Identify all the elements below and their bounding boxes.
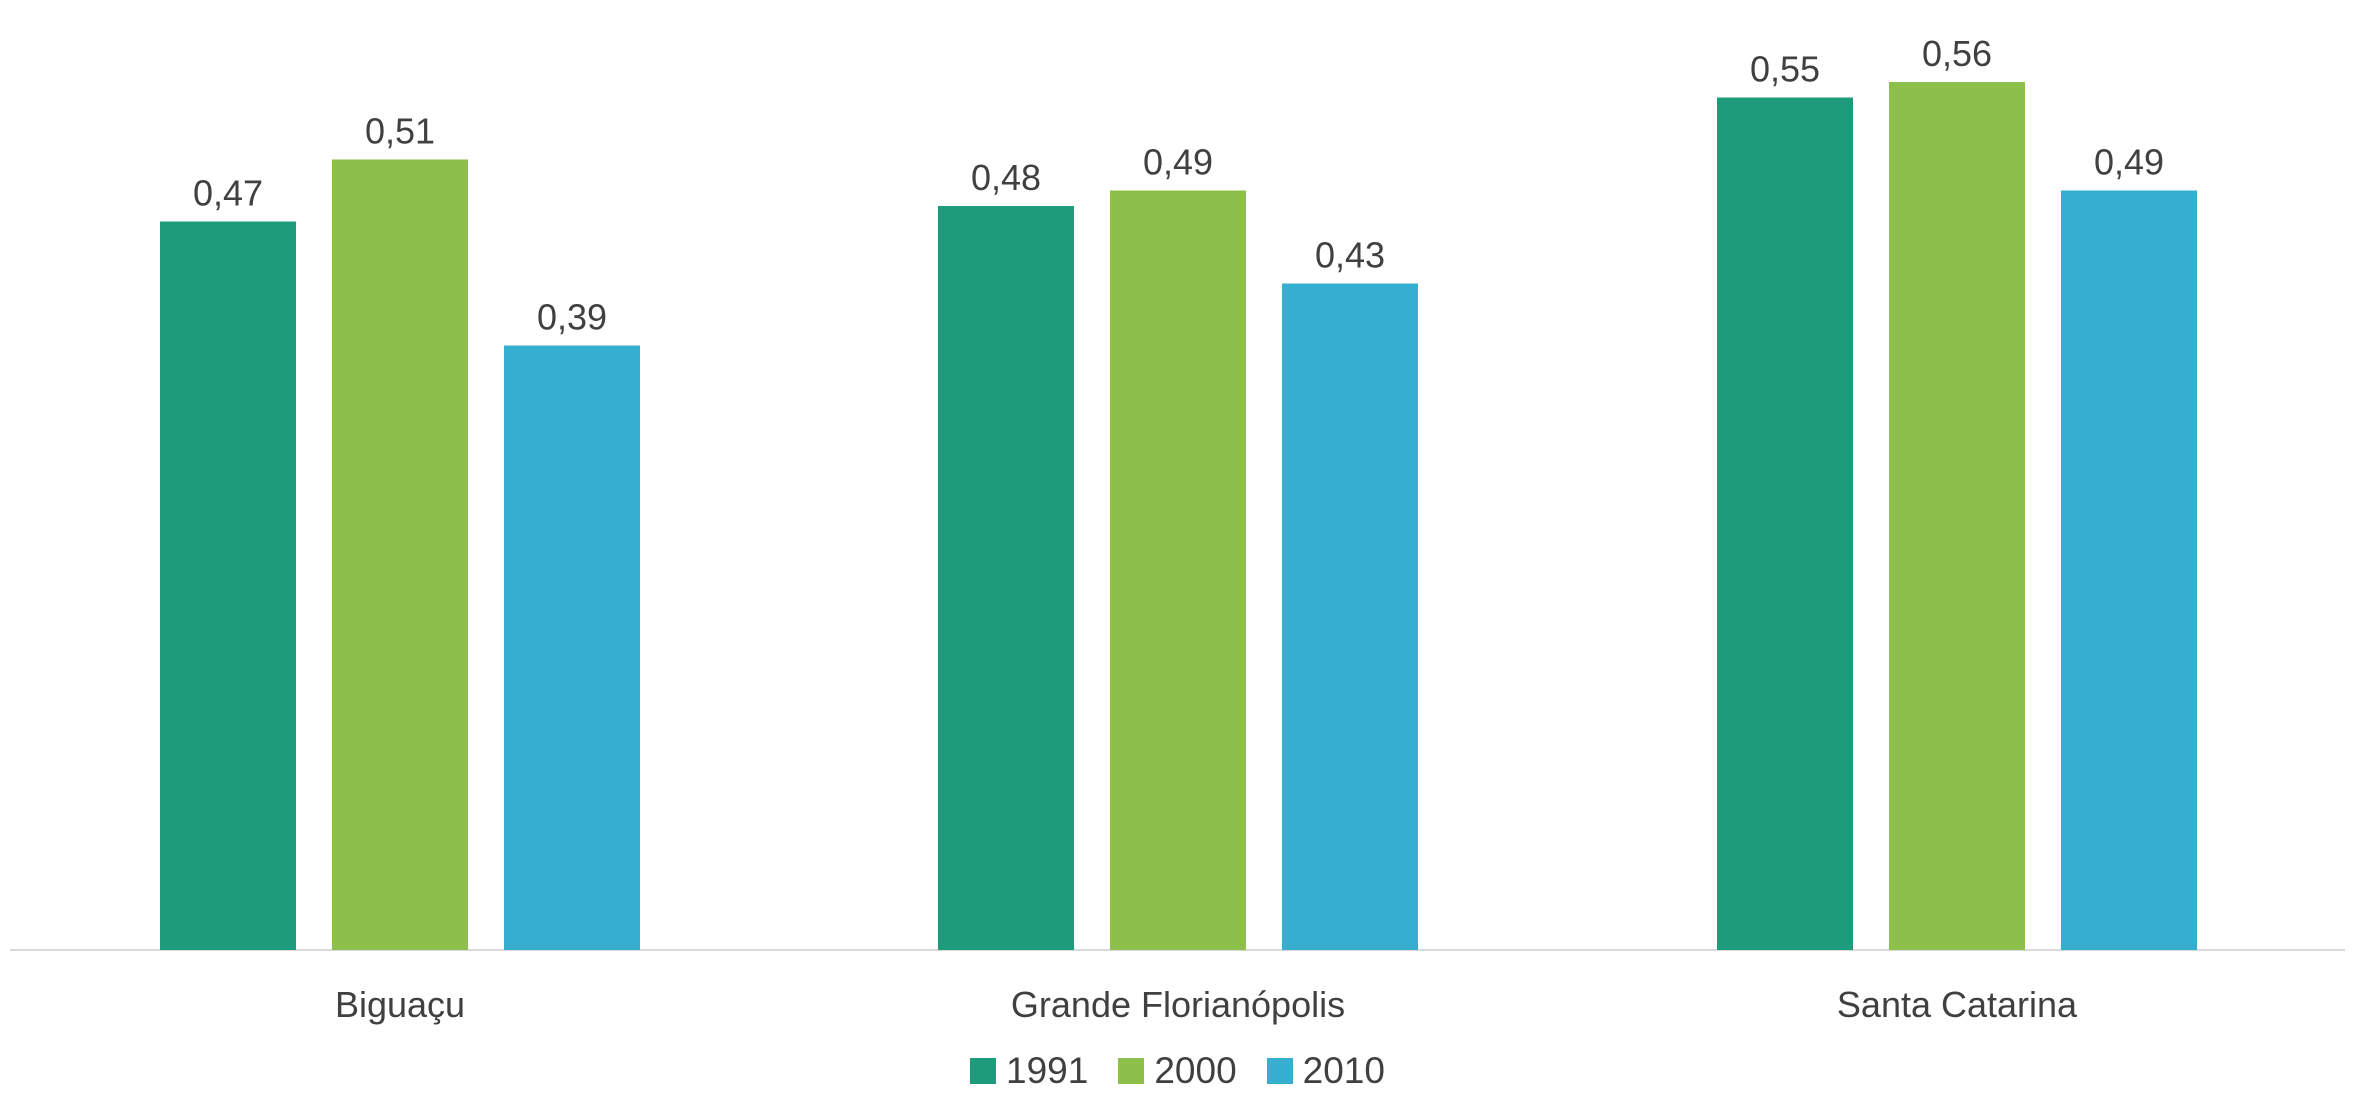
- category-label: Biguaçu: [335, 984, 465, 1025]
- legend: 1991 2000 2010: [0, 1050, 2355, 1092]
- bar-2010-2: [1282, 283, 1418, 950]
- bar-1991-1: [160, 221, 296, 950]
- legend-swatch: [1118, 1058, 1145, 1084]
- legend-swatch: [1266, 1058, 1293, 1084]
- legend-label: 2010: [1302, 1050, 1385, 1091]
- bar-2000-2: [1110, 190, 1246, 950]
- legend-swatch: [970, 1058, 997, 1084]
- data-label: 0,49: [2094, 142, 2164, 183]
- category-label: Santa Catarina: [1837, 984, 2078, 1025]
- data-label: 0,49: [1143, 142, 1213, 183]
- data-label: 0,43: [1315, 235, 1385, 276]
- legend-item: 2010: [1266, 1050, 1385, 1092]
- data-label: 0,55: [1750, 49, 1820, 90]
- data-label: 0,47: [193, 173, 263, 214]
- legend-label: 1991: [1006, 1050, 1089, 1091]
- legend-item: 2000: [1118, 1050, 1237, 1092]
- bar-2010-3: [2061, 190, 2197, 950]
- bar-1991-2: [938, 206, 1074, 950]
- data-label: 0,51: [365, 111, 435, 152]
- bar-1991-3: [1717, 97, 1853, 950]
- data-label: 0,39: [537, 297, 607, 338]
- legend-label: 2000: [1154, 1050, 1237, 1091]
- bar-2000-3: [1889, 82, 2025, 950]
- data-label: 0,48: [971, 157, 1041, 198]
- category-label: Grande Florianópolis: [1011, 984, 1345, 1025]
- bar-2010-1: [504, 345, 640, 950]
- legend-item: 1991: [970, 1050, 1088, 1092]
- bar-2000-1: [332, 159, 468, 950]
- data-label: 0,56: [1922, 33, 1992, 74]
